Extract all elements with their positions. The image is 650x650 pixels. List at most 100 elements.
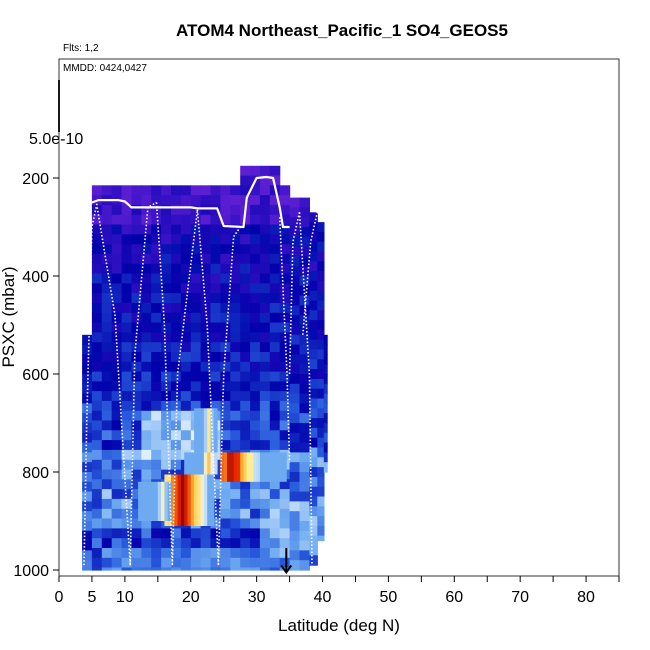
heat-cell <box>91 557 103 569</box>
hotspot-cell <box>223 452 228 482</box>
heat-cell <box>141 342 152 353</box>
heat-cell <box>309 408 318 419</box>
x-tick-label: 60 <box>445 589 463 606</box>
heat-cell <box>210 234 221 245</box>
hotspot-cell <box>180 474 185 526</box>
hotspot-cell <box>177 474 182 526</box>
heat-cell <box>151 528 162 539</box>
heat-cell <box>289 550 301 561</box>
heat-cell <box>259 508 271 520</box>
heat-cell <box>180 410 192 422</box>
heat-cell <box>259 342 271 353</box>
heat-cell <box>151 400 162 412</box>
heat-cell <box>299 246 310 257</box>
flight-track-profile <box>298 212 313 566</box>
heat-cell <box>269 234 281 245</box>
heat-cell <box>91 273 103 284</box>
heat-cell <box>210 391 221 402</box>
heat-cell <box>121 420 133 431</box>
heat-cell <box>151 469 162 480</box>
hotspot-cell <box>174 474 179 526</box>
heat-cell <box>279 244 291 255</box>
heat-cell <box>230 224 241 235</box>
heat-cell <box>171 293 182 304</box>
heat-cell <box>323 403 328 414</box>
heat-cell <box>309 388 318 400</box>
heat-cell <box>230 528 241 539</box>
heat-cell <box>180 352 192 363</box>
heat-cell <box>210 263 221 275</box>
heat-cell <box>171 528 182 539</box>
heat-cell <box>250 263 261 275</box>
heat-cell <box>180 528 192 539</box>
heat-cell <box>161 528 172 539</box>
heat-cell <box>151 440 162 451</box>
hotspot-cell <box>203 474 208 526</box>
heat-cell <box>200 214 212 226</box>
heat-cell <box>240 342 251 353</box>
heat-cell <box>309 261 318 272</box>
x-tick-label: 5 <box>87 589 96 606</box>
hotspot-cell <box>250 452 254 482</box>
heat-cell <box>131 469 142 480</box>
heat-cell <box>200 322 212 333</box>
heat-cell <box>289 197 301 208</box>
heat-cell <box>323 462 328 473</box>
heat-cell <box>171 303 182 314</box>
y-tick-label: 800 <box>22 465 49 482</box>
heat-cell <box>309 467 318 478</box>
location-marker <box>280 547 293 575</box>
heat-cell <box>171 214 182 226</box>
y-tick-label: 400 <box>22 269 49 286</box>
heat-cell <box>269 440 281 451</box>
heat-cell <box>121 185 133 196</box>
heat-cell <box>309 310 318 321</box>
heat-cell <box>101 204 113 216</box>
hotspot-cell <box>157 481 162 521</box>
heat-cell <box>101 263 113 275</box>
heat-cell <box>230 342 241 353</box>
heat-cell <box>323 413 328 424</box>
heat-cell <box>269 195 281 206</box>
heat-cell <box>279 479 291 490</box>
heat-cell <box>200 253 212 265</box>
heat-cell <box>259 361 271 373</box>
heat-cell <box>279 342 291 353</box>
heat-cell <box>289 305 301 316</box>
heat-cell <box>190 204 202 216</box>
heat-cell <box>200 371 212 382</box>
flight-track-profile <box>155 202 174 566</box>
heat-cell <box>279 420 291 431</box>
heat-cell <box>171 420 182 431</box>
heat-cell <box>289 217 301 228</box>
heat-cell <box>220 214 231 226</box>
heat-cell <box>161 420 172 431</box>
heat-cell <box>299 207 310 218</box>
hotspot-cell <box>269 452 274 482</box>
heat-cell <box>289 403 301 414</box>
heat-cell <box>317 418 325 429</box>
hotspot-cell <box>184 474 188 526</box>
heat-cell <box>161 449 172 461</box>
heat-cell <box>101 244 113 255</box>
heat-cell <box>82 354 93 365</box>
heat-cell <box>317 261 325 272</box>
heat-cell <box>259 420 271 431</box>
heat-cell <box>250 312 261 324</box>
heat-cell <box>220 312 231 324</box>
heat-cell <box>151 322 162 333</box>
heat-cell <box>121 214 133 226</box>
heat-cell <box>269 391 281 402</box>
heat-cell <box>171 322 182 333</box>
heat-cell <box>317 525 325 537</box>
heat-cell <box>151 381 162 392</box>
heat-cell <box>309 447 318 458</box>
heat-cell <box>131 195 142 206</box>
heat-cell <box>220 489 231 500</box>
heat-cell <box>220 224 231 235</box>
heat-cell <box>131 548 142 559</box>
heat-cell <box>91 253 103 265</box>
hotspot-cell <box>187 474 192 526</box>
heat-cell <box>269 548 281 559</box>
heat-cell <box>141 538 152 549</box>
